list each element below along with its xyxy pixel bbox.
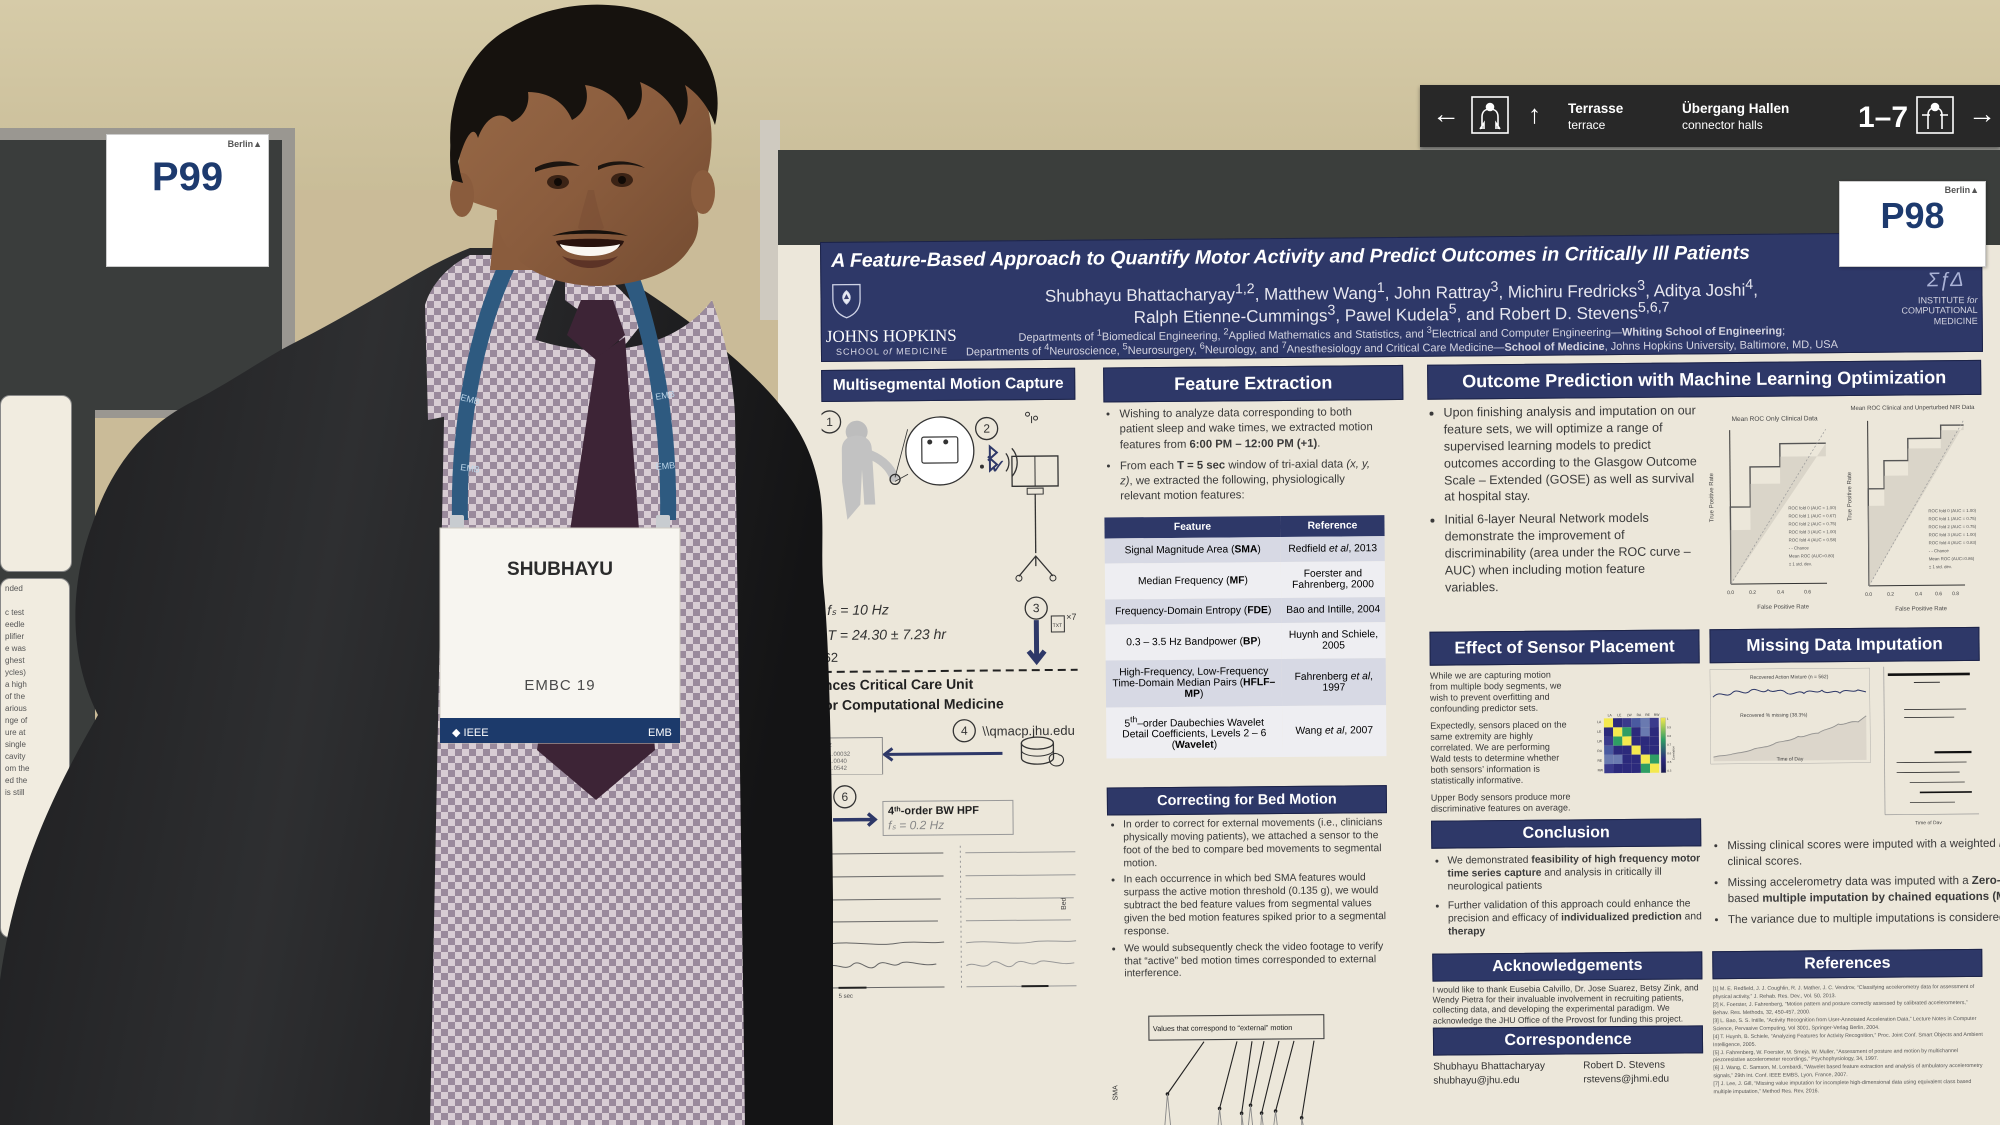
svg-text:EMB: EMB [655, 460, 675, 472]
svg-text:EMB: EMB [648, 727, 672, 739]
svg-text:◆ IEEE: ◆ IEEE [452, 727, 489, 739]
svg-text:EMBC 19: EMBC 19 [524, 677, 595, 694]
svg-text:SHUBHAYU: SHUBHAYU [507, 559, 613, 580]
